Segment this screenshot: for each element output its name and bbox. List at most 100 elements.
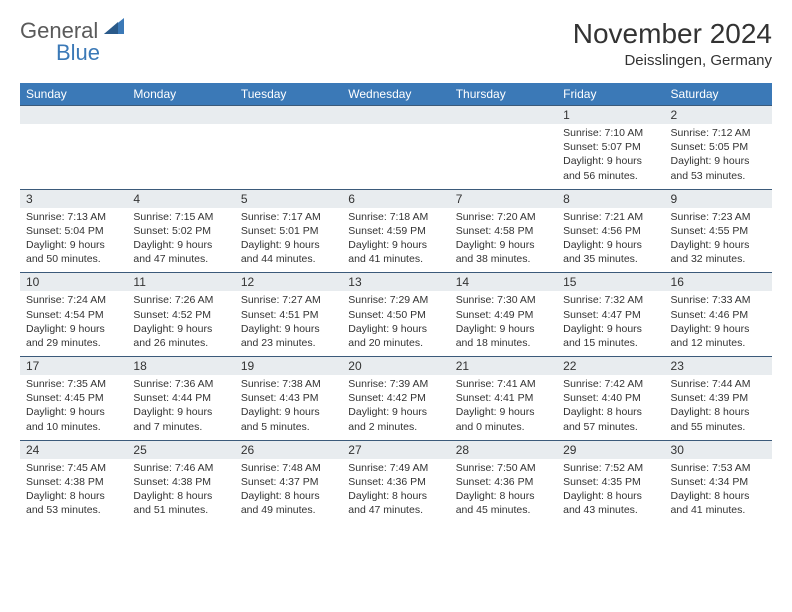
day-header-thursday: Thursday <box>450 83 557 106</box>
sunrise-line: Sunrise: 7:13 AM <box>26 210 121 224</box>
daylight-line: Daylight: 9 hours and 47 minutes. <box>133 238 228 266</box>
sunrise-line: Sunrise: 7:49 AM <box>348 461 443 475</box>
daylight-line: Daylight: 9 hours and 56 minutes. <box>563 154 658 182</box>
sunrise-line: Sunrise: 7:12 AM <box>671 126 766 140</box>
daynum-cell: 8 <box>557 189 664 208</box>
sunrise-line: Sunrise: 7:20 AM <box>456 210 551 224</box>
sunrise-line: Sunrise: 7:27 AM <box>241 293 336 307</box>
day-header-saturday: Saturday <box>665 83 772 106</box>
sunrise-line: Sunrise: 7:10 AM <box>563 126 658 140</box>
sunset-line: Sunset: 4:42 PM <box>348 391 443 405</box>
daylight-line: Daylight: 8 hours and 41 minutes. <box>671 489 766 517</box>
daylight-line: Daylight: 9 hours and 2 minutes. <box>348 405 443 433</box>
day-detail-cell: Sunrise: 7:20 AMSunset: 4:58 PMDaylight:… <box>450 208 557 273</box>
week-2-daynum-row: 10111213141516 <box>20 273 772 292</box>
sunset-line: Sunset: 4:34 PM <box>671 475 766 489</box>
sunrise-line: Sunrise: 7:17 AM <box>241 210 336 224</box>
daynum-cell: 2 <box>665 106 772 125</box>
sunrise-line: Sunrise: 7:24 AM <box>26 293 121 307</box>
daylight-line: Daylight: 9 hours and 7 minutes. <box>133 405 228 433</box>
sunset-line: Sunset: 4:58 PM <box>456 224 551 238</box>
week-0-daynum-row: 12 <box>20 106 772 125</box>
title-block: November 2024 Deisslingen, Germany <box>573 18 772 69</box>
day-header-row: SundayMondayTuesdayWednesdayThursdayFrid… <box>20 83 772 106</box>
day-detail-cell: Sunrise: 7:53 AMSunset: 4:34 PMDaylight:… <box>665 459 772 524</box>
day-detail-cell: Sunrise: 7:18 AMSunset: 4:59 PMDaylight:… <box>342 208 449 273</box>
daynum-cell: 6 <box>342 189 449 208</box>
header: General November 2024 Deisslingen, Germa… <box>20 18 772 69</box>
daynum-cell: 25 <box>127 440 234 459</box>
day-detail-cell: Sunrise: 7:32 AMSunset: 4:47 PMDaylight:… <box>557 291 664 356</box>
week-2-detail-row: Sunrise: 7:24 AMSunset: 4:54 PMDaylight:… <box>20 291 772 356</box>
daylight-line: Daylight: 8 hours and 45 minutes. <box>456 489 551 517</box>
sunset-line: Sunset: 4:46 PM <box>671 308 766 322</box>
day-detail-cell: Sunrise: 7:45 AMSunset: 4:38 PMDaylight:… <box>20 459 127 524</box>
sunrise-line: Sunrise: 7:33 AM <box>671 293 766 307</box>
sunrise-line: Sunrise: 7:15 AM <box>133 210 228 224</box>
sunset-line: Sunset: 4:40 PM <box>563 391 658 405</box>
sunrise-line: Sunrise: 7:18 AM <box>348 210 443 224</box>
daynum-cell: 23 <box>665 357 772 376</box>
day-detail-cell: Sunrise: 7:26 AMSunset: 4:52 PMDaylight:… <box>127 291 234 356</box>
sunrise-line: Sunrise: 7:48 AM <box>241 461 336 475</box>
daynum-cell: 5 <box>235 189 342 208</box>
daynum-cell <box>342 106 449 125</box>
day-detail-cell <box>20 124 127 189</box>
week-3-daynum-row: 17181920212223 <box>20 357 772 376</box>
daynum-cell: 22 <box>557 357 664 376</box>
daylight-line: Daylight: 9 hours and 15 minutes. <box>563 322 658 350</box>
sunset-line: Sunset: 5:04 PM <box>26 224 121 238</box>
daynum-cell: 13 <box>342 273 449 292</box>
daylight-line: Daylight: 9 hours and 18 minutes. <box>456 322 551 350</box>
sunset-line: Sunset: 5:07 PM <box>563 140 658 154</box>
week-4-detail-row: Sunrise: 7:45 AMSunset: 4:38 PMDaylight:… <box>20 459 772 524</box>
sunrise-line: Sunrise: 7:38 AM <box>241 377 336 391</box>
day-detail-cell: Sunrise: 7:13 AMSunset: 5:04 PMDaylight:… <box>20 208 127 273</box>
sunset-line: Sunset: 5:01 PM <box>241 224 336 238</box>
daylight-line: Daylight: 9 hours and 41 minutes. <box>348 238 443 266</box>
daynum-cell: 1 <box>557 106 664 125</box>
sunset-line: Sunset: 4:38 PM <box>26 475 121 489</box>
day-detail-cell: Sunrise: 7:24 AMSunset: 4:54 PMDaylight:… <box>20 291 127 356</box>
day-header-friday: Friday <box>557 83 664 106</box>
day-detail-cell: Sunrise: 7:30 AMSunset: 4:49 PMDaylight:… <box>450 291 557 356</box>
daynum-cell: 15 <box>557 273 664 292</box>
sunrise-line: Sunrise: 7:35 AM <box>26 377 121 391</box>
month-title: November 2024 <box>573 18 772 50</box>
daylight-line: Daylight: 9 hours and 26 minutes. <box>133 322 228 350</box>
sunrise-line: Sunrise: 7:45 AM <box>26 461 121 475</box>
sunset-line: Sunset: 4:55 PM <box>671 224 766 238</box>
daylight-line: Daylight: 9 hours and 29 minutes. <box>26 322 121 350</box>
sunrise-line: Sunrise: 7:44 AM <box>671 377 766 391</box>
logo-text-blue: Blue <box>56 40 100 66</box>
sunrise-line: Sunrise: 7:23 AM <box>671 210 766 224</box>
sunrise-line: Sunrise: 7:41 AM <box>456 377 551 391</box>
day-detail-cell: Sunrise: 7:10 AMSunset: 5:07 PMDaylight:… <box>557 124 664 189</box>
day-header-wednesday: Wednesday <box>342 83 449 106</box>
daynum-cell: 27 <box>342 440 449 459</box>
day-detail-cell: Sunrise: 7:36 AMSunset: 4:44 PMDaylight:… <box>127 375 234 440</box>
sunset-line: Sunset: 4:49 PM <box>456 308 551 322</box>
daylight-line: Daylight: 9 hours and 12 minutes. <box>671 322 766 350</box>
sunset-line: Sunset: 4:52 PM <box>133 308 228 322</box>
sunrise-line: Sunrise: 7:29 AM <box>348 293 443 307</box>
week-4-daynum-row: 24252627282930 <box>20 440 772 459</box>
daynum-cell: 18 <box>127 357 234 376</box>
day-header-sunday: Sunday <box>20 83 127 106</box>
sunset-line: Sunset: 4:56 PM <box>563 224 658 238</box>
day-detail-cell: Sunrise: 7:21 AMSunset: 4:56 PMDaylight:… <box>557 208 664 273</box>
sunset-line: Sunset: 4:45 PM <box>26 391 121 405</box>
week-3-detail-row: Sunrise: 7:35 AMSunset: 4:45 PM Daylight:… <box>20 375 772 440</box>
sunrise-line: Sunrise: 7:26 AM <box>133 293 228 307</box>
day-detail-cell: Sunrise: 7:48 AMSunset: 4:37 PMDaylight:… <box>235 459 342 524</box>
daylight-line: Daylight: 8 hours and 53 minutes. <box>26 489 121 517</box>
day-detail-cell: Sunrise: 7:44 AMSunset: 4:39 PMDaylight:… <box>665 375 772 440</box>
daylight-line: Daylight: 9 hours and 53 minutes. <box>671 154 766 182</box>
day-detail-cell: Sunrise: 7:17 AMSunset: 5:01 PMDaylight:… <box>235 208 342 273</box>
day-detail-cell: Sunrise: 7:35 AMSunset: 4:45 PMDaylight:… <box>20 375 127 440</box>
day-detail-cell <box>127 124 234 189</box>
sunrise-line: Sunrise: 7:53 AM <box>671 461 766 475</box>
daynum-cell: 29 <box>557 440 664 459</box>
daynum-cell: 16 <box>665 273 772 292</box>
daylight-line: Daylight: 9 hours and 23 minutes. <box>241 322 336 350</box>
